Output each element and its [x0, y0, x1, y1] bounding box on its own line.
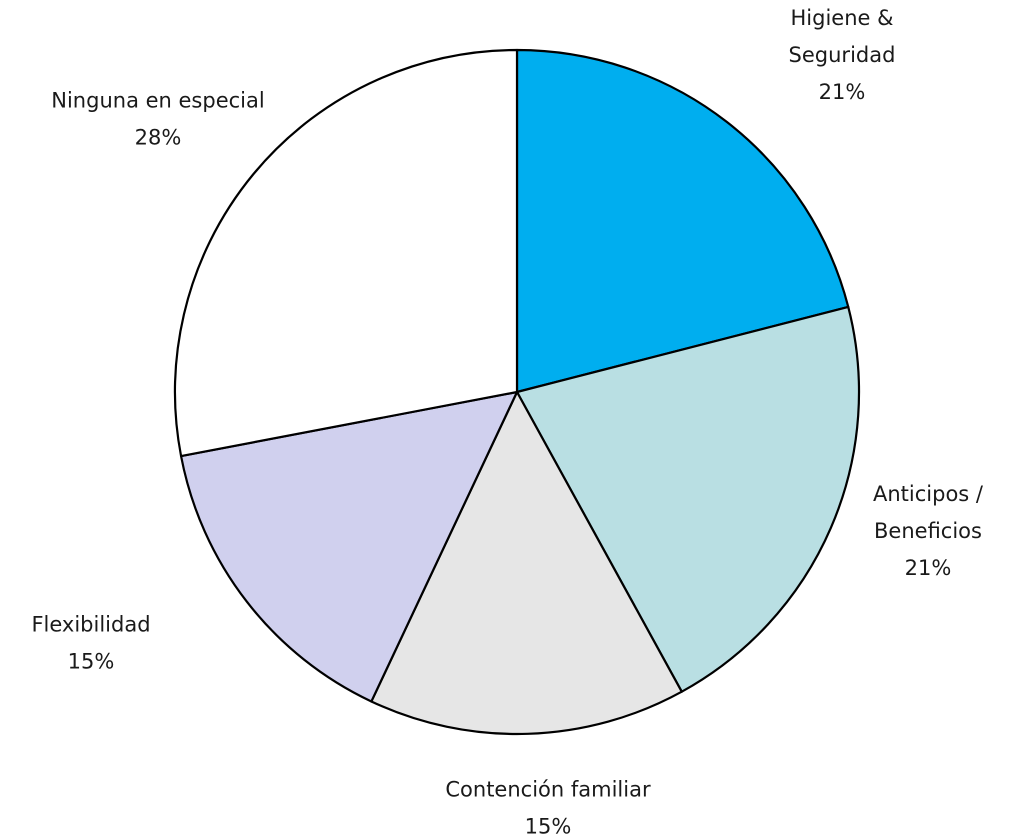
pie-slice-contencion-familiar	[370, 390, 683, 736]
slice-name: Anticipos /	[873, 482, 984, 506]
slice-percent: 21%	[819, 80, 866, 104]
pie-labels: Higiene & Seguridad 21% Anticipos / Benefici…	[31, 6, 983, 839]
pie-slices	[173, 48, 861, 736]
pie-slice-ninguna-en-especial	[173, 48, 519, 458]
slice-label-ninguna-en-especial: Ninguna en especial 28%	[51, 89, 264, 150]
slice-label-higiene-seguridad: Higiene & Seguridad 21%	[789, 6, 896, 104]
slice-percent: 15%	[525, 815, 572, 839]
slice-label-flexibilidad: Flexibilidad 15%	[31, 613, 150, 674]
pie-slice-anticipos-beneficios	[515, 305, 861, 693]
slice-label-anticipos-beneficios: Anticipos / Beneficios 21%	[873, 482, 984, 580]
slice-name: Beneficios	[874, 519, 982, 543]
slice-name: Ninguna en especial	[51, 89, 264, 113]
pie-slice-higiene-seguridad	[515, 48, 850, 394]
slice-name: Flexibilidad	[31, 613, 150, 637]
slice-name: Contención familiar	[445, 778, 651, 802]
slice-name: Higiene &	[791, 6, 894, 30]
slice-percent: 21%	[905, 556, 952, 580]
slice-percent: 15%	[68, 650, 115, 674]
pie-slice-flexibilidad	[179, 390, 519, 703]
slice-name: Seguridad	[789, 43, 896, 67]
slice-percent: 28%	[135, 126, 182, 150]
slice-label-contencion-familiar: Contención familiar 15%	[445, 778, 651, 839]
